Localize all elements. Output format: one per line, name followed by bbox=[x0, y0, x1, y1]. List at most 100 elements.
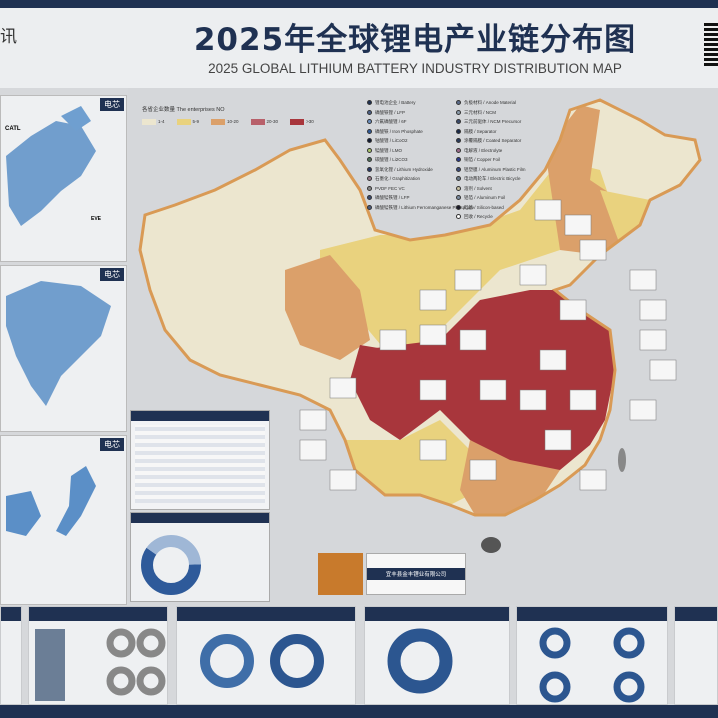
legend-type-item: 六氟磷酸锂 / 6F bbox=[367, 119, 474, 129]
poster-subtitle: 2025 GLOBAL LITHIUM BATTERY INDUSTRY DIS… bbox=[208, 61, 622, 76]
donut-chart-panel bbox=[130, 512, 270, 602]
legend-range-label: 20-30 bbox=[266, 119, 279, 125]
legend-swatch bbox=[176, 119, 191, 125]
legend-swatch bbox=[250, 119, 265, 125]
company-label-box bbox=[629, 399, 657, 421]
legend-marker-icon bbox=[456, 214, 461, 220]
side-panel-north-america: 电芯 bbox=[0, 265, 127, 432]
legend-type-label: 六氟磷酸锂 / 6F bbox=[375, 119, 407, 124]
label-catl: CATL bbox=[5, 126, 21, 132]
legend-type-item: 三元前驱体 / NCM Precursor bbox=[456, 119, 526, 129]
enterprise-count-legend: 各省企业数量 The enterprises NO 1-4 5-9 10-20 20-… bbox=[142, 105, 314, 129]
legend-type-label: 碳酸锂 / Li2CO3 bbox=[375, 157, 408, 162]
company-label-box bbox=[539, 349, 567, 371]
legend-type-item: 锂电池企业 / Battery bbox=[367, 100, 474, 110]
legend-marker-icon bbox=[456, 100, 461, 106]
company-label-box bbox=[569, 389, 597, 411]
company-label-box bbox=[544, 429, 572, 451]
north-america-map bbox=[6, 281, 111, 406]
legend-type-label: 溶剂 / Solvent bbox=[464, 185, 492, 191]
company-label-box bbox=[454, 269, 482, 291]
company-label-box bbox=[579, 239, 607, 261]
legend-marker-icon bbox=[367, 185, 372, 191]
company-label-box bbox=[419, 289, 447, 311]
legend-marker-icon bbox=[456, 147, 461, 153]
company-label-box bbox=[629, 269, 657, 291]
legend-type-label: 磷酸铁锂 / LFP bbox=[375, 109, 406, 115]
company-label-box bbox=[299, 439, 327, 461]
company-label-box bbox=[519, 389, 547, 411]
poster-header bbox=[0, 8, 718, 88]
legend-title: 各省企业数量 The enterprises NO bbox=[142, 107, 225, 113]
company-label-box bbox=[459, 329, 487, 351]
legend-type-label: 铝塑膜 / Aluminum Plastic Film bbox=[464, 166, 526, 172]
legend-marker-icon bbox=[367, 147, 372, 153]
company-label-box bbox=[639, 299, 667, 321]
legend-type-item: PVDF FEC VC bbox=[367, 186, 474, 196]
legend-type-label: 三元前驱体 / NCM Precursor bbox=[464, 119, 522, 124]
legend-marker-icon bbox=[456, 138, 461, 144]
legend-marker-icon bbox=[456, 157, 461, 163]
legend-type-label: 氢氧化锂 / Lithium Hydroxide bbox=[375, 166, 433, 172]
company-label-box bbox=[299, 409, 327, 431]
company-label-box bbox=[579, 469, 607, 491]
region-10-20-south bbox=[460, 440, 560, 515]
legend-swatch bbox=[142, 119, 156, 125]
donut-chart bbox=[141, 535, 201, 595]
bottom-panel-5 bbox=[516, 606, 668, 705]
company-table-panel bbox=[130, 410, 270, 510]
side-panel-europe: 电芯 CATL EVE bbox=[0, 95, 127, 262]
legend-type-item: 钴酸锂 / LiCoO2 bbox=[367, 138, 474, 148]
bottom-panel-6 bbox=[674, 606, 718, 705]
legend-marker-icon bbox=[367, 138, 372, 144]
legend-type-label: 钴酸锂 / LiCoO2 bbox=[375, 138, 408, 143]
legend-type-item: 锰酸锂 / LMO bbox=[367, 148, 474, 158]
company-label-box bbox=[329, 377, 357, 399]
bottom-panel-1 bbox=[0, 606, 22, 705]
legend-range: 1-4 bbox=[142, 119, 165, 129]
legend-type-item: 负极材料 / Anode Material bbox=[456, 100, 526, 110]
legend-marker-icon bbox=[367, 204, 372, 210]
legend-marker-icon bbox=[367, 128, 372, 134]
legend-types-left: 锂电池企业 / Battery 磷酸铁锂 / LFP 六氟磷酸锂 / 6F 磷酸铁 /… bbox=[367, 100, 474, 214]
legend-type-label: 电解液 / Electrolyte bbox=[464, 147, 503, 153]
legend-marker-icon bbox=[367, 100, 372, 106]
legend-type-label: 磷酸锰铁锂 / LFP bbox=[375, 195, 410, 200]
legend-range-label: >30 bbox=[306, 119, 314, 125]
company-label-box bbox=[559, 299, 587, 321]
legend-type-item: 隔膜 / Separator bbox=[456, 129, 526, 139]
bottom-panel-3 bbox=[176, 606, 356, 705]
legend-type-item: 磷酸铁 / Iron Phosphate bbox=[367, 129, 474, 139]
europe-map bbox=[6, 106, 96, 226]
legend-type-label: 负极材料 / Anode Material bbox=[464, 100, 517, 105]
legend-type-label: 铝箔 / Aluminum Foil bbox=[464, 195, 506, 200]
legend-range-label: 5-9 bbox=[192, 119, 200, 125]
legend-type-label: 回收 / Recycle bbox=[464, 214, 493, 219]
legend-marker-icon bbox=[456, 204, 461, 210]
legend-type-item: 磷酸锰铁锂 / Lithium Ferromanganese Phosphate bbox=[367, 205, 474, 215]
bottom-panel-2 bbox=[28, 606, 168, 705]
panel-tag: 电芯 bbox=[100, 438, 124, 451]
east-asia-map bbox=[6, 466, 96, 536]
legend-type-item: 涂覆隔膜 / Coated Separator bbox=[456, 138, 526, 148]
legend-marker-icon bbox=[367, 176, 372, 182]
company-label-box bbox=[419, 324, 447, 346]
legend-marker-icon bbox=[456, 128, 461, 134]
legend-type-label: 硅基 / Silicon-based bbox=[464, 204, 504, 210]
company-label-box bbox=[564, 214, 592, 236]
legend-type-label: 隔膜 / Separator bbox=[464, 128, 497, 134]
region-over-30-sichuan bbox=[350, 345, 440, 440]
brand-logo: 讯 bbox=[0, 27, 17, 47]
bottom-panel-4 bbox=[364, 606, 510, 705]
company-label-box bbox=[639, 329, 667, 351]
legend-range: 5-9 bbox=[176, 119, 200, 129]
legend-marker-icon bbox=[456, 195, 461, 201]
side-panel-east-asia: 电芯 bbox=[0, 435, 127, 605]
company-label-box bbox=[419, 439, 447, 461]
company-ad-name: 宜丰县金丰锂业有限公司 bbox=[367, 568, 465, 580]
legend-type-item: 电解液 / Electrolyte bbox=[456, 148, 526, 158]
legend-type-item: 铜箔 / Copper Foil bbox=[456, 157, 526, 167]
company-label-box bbox=[479, 379, 507, 401]
hainan-island bbox=[481, 537, 501, 553]
legend-marker-icon bbox=[367, 157, 372, 163]
